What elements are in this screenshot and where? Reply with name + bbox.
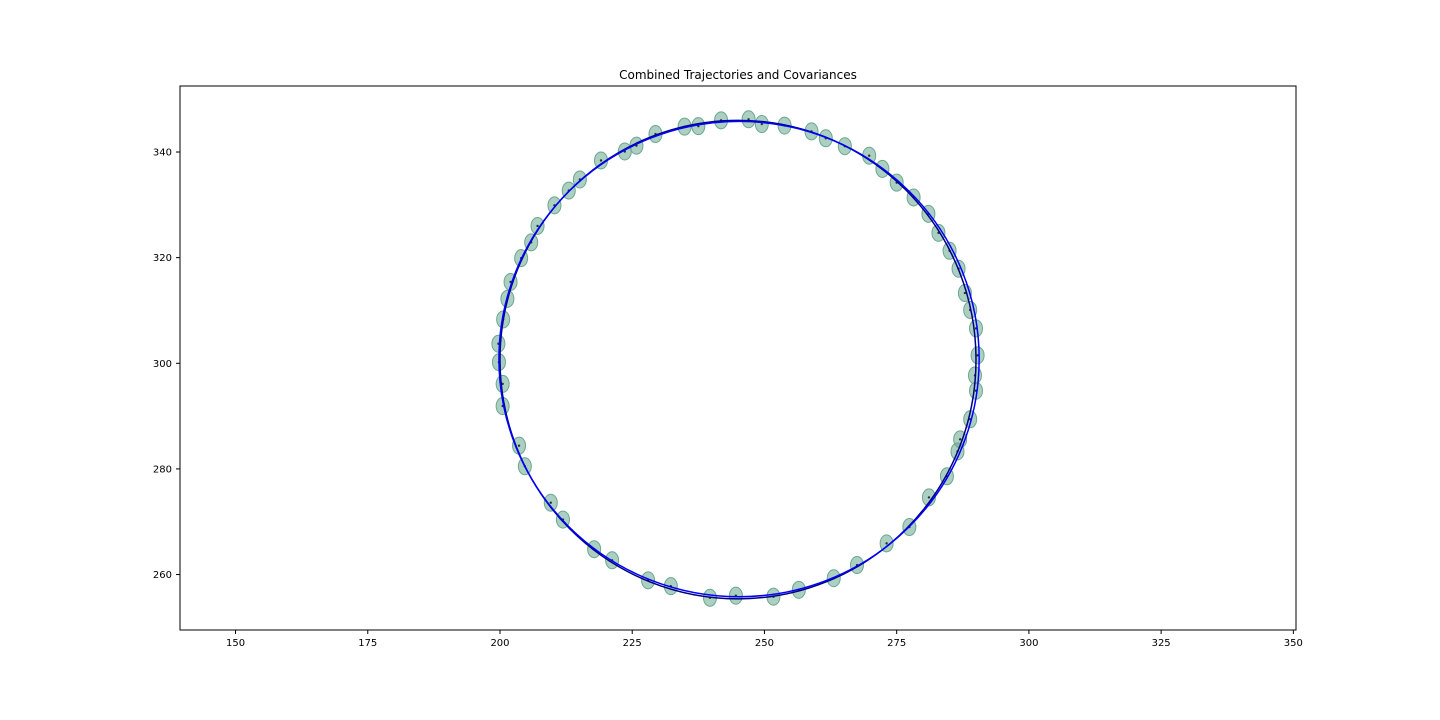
chart-title: Combined Trajectories and Covariances — [619, 68, 857, 82]
trajectory-line-2 — [498, 120, 980, 598]
estimate-point — [958, 438, 962, 441]
x-tick-label: 300 — [1019, 638, 1038, 649]
estimate-point — [885, 542, 888, 545]
estimate-point — [501, 382, 504, 386]
estimate-point — [927, 496, 931, 499]
estimate-point — [760, 122, 764, 126]
x-tick-label: 225 — [623, 638, 642, 649]
y-tick-label: 340 — [153, 148, 172, 159]
x-tick-label: 175 — [358, 638, 377, 649]
plot-area — [491, 110, 985, 607]
estimate-point — [599, 159, 603, 162]
x-tick-label: 325 — [1152, 638, 1171, 649]
trajectory-line-1 — [499, 119, 977, 600]
x-axis: 150 175 200 225 250 275 300 325 350 — [226, 630, 1303, 649]
estimate-point — [517, 444, 521, 447]
x-tick-label: 150 — [226, 638, 245, 649]
estimate-point — [536, 224, 539, 228]
y-tick-label: 260 — [153, 570, 172, 581]
y-tick-label: 280 — [153, 464, 172, 475]
y-axis: 260 280 300 320 340 — [153, 148, 180, 581]
estimate-point — [963, 291, 967, 295]
axes-frame — [179, 85, 1297, 631]
estimate-point — [976, 354, 979, 357]
y-tick-label: 320 — [153, 253, 172, 264]
x-tick-label: 200 — [490, 638, 509, 649]
x-tick-label: 275 — [887, 638, 906, 649]
x-tick-label: 350 — [1284, 638, 1303, 649]
estimate-point — [549, 501, 552, 504]
y-tick-label: 300 — [153, 359, 172, 370]
estimate-point — [867, 154, 871, 157]
x-tick-label: 250 — [755, 638, 774, 649]
